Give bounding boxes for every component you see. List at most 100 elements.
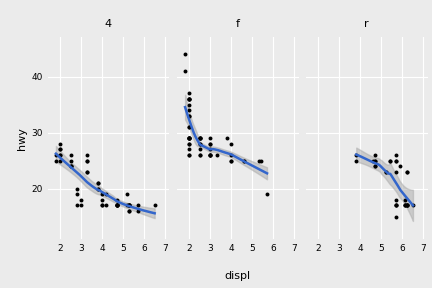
Point <box>264 192 270 196</box>
Point <box>126 209 133 213</box>
Point <box>393 198 400 202</box>
Point <box>98 192 105 196</box>
Point <box>186 136 193 141</box>
Point <box>113 203 120 208</box>
Point <box>207 153 214 157</box>
Point <box>393 158 400 163</box>
Point <box>241 158 248 163</box>
Point <box>67 164 74 168</box>
Point <box>196 136 203 141</box>
Point <box>57 147 64 152</box>
Point <box>52 153 59 157</box>
Point <box>84 170 91 174</box>
Point <box>241 158 248 163</box>
Point <box>410 203 416 208</box>
Point <box>78 198 85 202</box>
Point <box>397 164 404 168</box>
Point <box>67 164 74 168</box>
Point <box>113 203 120 208</box>
Point <box>372 158 378 163</box>
Point <box>95 181 102 185</box>
Point <box>228 141 235 146</box>
Point <box>134 209 141 213</box>
Point <box>401 203 408 208</box>
Point <box>224 136 231 141</box>
Point <box>78 203 85 208</box>
Point <box>403 203 410 208</box>
Point <box>207 141 214 146</box>
Point <box>126 203 133 208</box>
Point <box>186 136 193 141</box>
Point <box>196 136 203 141</box>
Point <box>95 186 102 191</box>
Point <box>196 153 203 157</box>
Point <box>186 136 193 141</box>
Point <box>207 147 214 152</box>
Point <box>67 158 74 163</box>
Point <box>186 141 193 146</box>
Point <box>353 153 360 157</box>
Point <box>84 153 91 157</box>
Point <box>73 186 80 191</box>
Text: r: r <box>365 20 369 29</box>
Point <box>103 203 110 208</box>
Point <box>353 158 360 163</box>
Point <box>401 203 408 208</box>
Point <box>73 192 80 196</box>
Text: 4: 4 <box>105 20 112 29</box>
Point <box>257 158 264 163</box>
Point <box>57 153 64 157</box>
Point <box>401 198 408 202</box>
Point <box>207 153 214 157</box>
Point <box>403 203 410 208</box>
Point <box>403 203 410 208</box>
Point <box>126 203 133 208</box>
Point <box>98 203 105 208</box>
Point <box>126 209 133 213</box>
Point <box>196 141 203 146</box>
Point <box>52 158 59 163</box>
Point <box>186 141 193 146</box>
Point <box>73 203 80 208</box>
Point <box>134 203 141 208</box>
Point <box>113 198 120 202</box>
Point <box>186 97 193 101</box>
Point <box>207 136 214 141</box>
Point <box>186 97 193 101</box>
Point <box>207 153 214 157</box>
Point <box>401 203 408 208</box>
Point <box>186 136 193 141</box>
Point <box>196 153 203 157</box>
Point <box>382 170 389 174</box>
Point <box>113 203 120 208</box>
Point <box>186 136 193 141</box>
Text: displ: displ <box>225 272 251 281</box>
Point <box>196 147 203 152</box>
Point <box>186 147 193 152</box>
Point <box>124 192 131 196</box>
Point <box>186 113 193 118</box>
Point <box>393 158 400 163</box>
Point <box>84 158 91 163</box>
Point <box>84 158 91 163</box>
Point <box>386 158 393 163</box>
Point <box>57 153 64 157</box>
Point <box>186 97 193 101</box>
Point <box>84 170 91 174</box>
Point <box>95 186 102 191</box>
Point <box>370 158 377 163</box>
Point <box>57 141 64 146</box>
Point <box>228 153 235 157</box>
Point <box>186 125 193 129</box>
Point <box>228 158 235 163</box>
Point <box>403 170 410 174</box>
Point <box>393 170 400 174</box>
Point <box>186 102 193 107</box>
Point <box>186 108 193 113</box>
Point <box>113 203 120 208</box>
Point <box>393 203 400 208</box>
Point <box>255 158 262 163</box>
Point <box>126 203 133 208</box>
Point <box>372 164 378 168</box>
Point <box>372 153 378 157</box>
